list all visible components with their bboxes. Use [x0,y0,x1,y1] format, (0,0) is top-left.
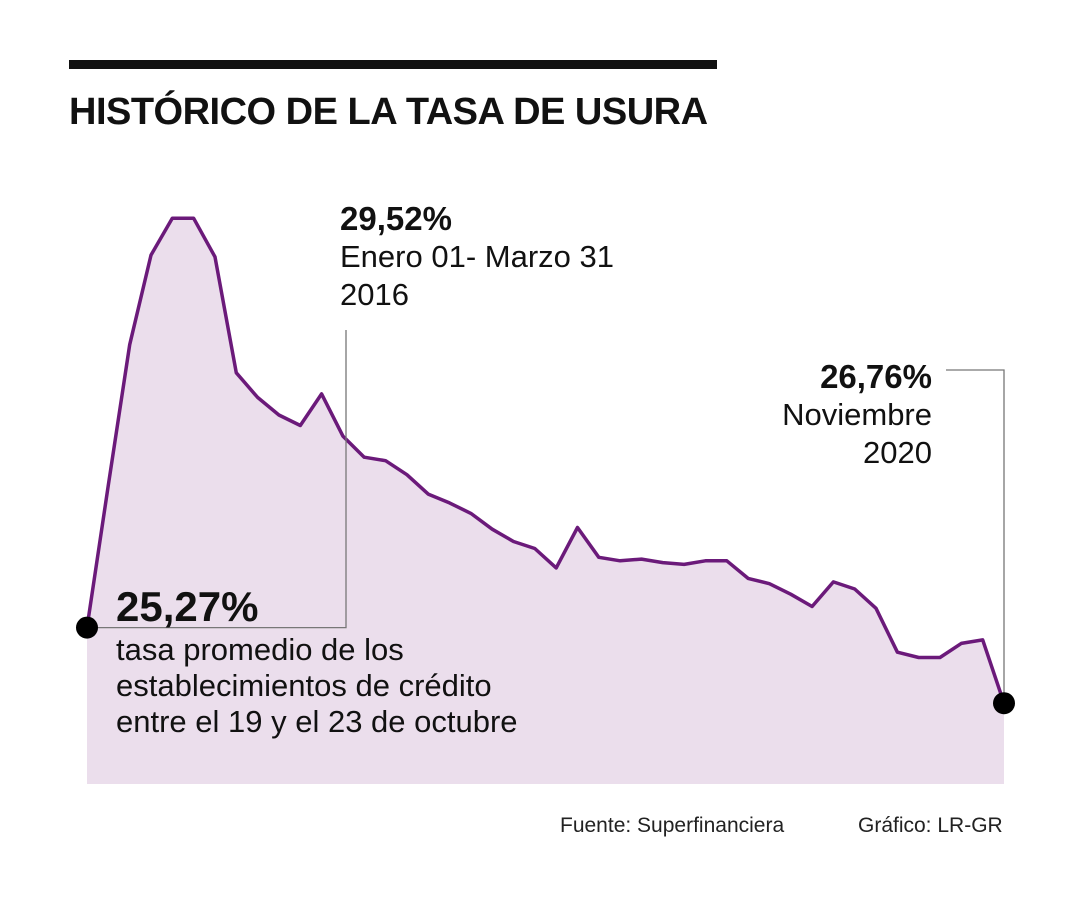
peak-leader-line [87,330,347,629]
last-month: Noviembre [782,397,932,432]
credit-note: Gráfico: LR-GR [858,814,1003,837]
average-desc-3: entre el 19 y el 23 de octubre [116,704,518,739]
peak-value: 29,52% [340,200,452,237]
series-line [85,216,1006,705]
area-fill [87,218,1004,784]
last-point-marker [993,692,1015,715]
plot-group [76,216,1015,784]
last-annotation: 26,76% Noviembre 2020 [782,358,932,472]
first-point-marker [76,616,98,639]
last-year: 2020 [863,435,932,470]
peak-year: 2016 [340,277,409,312]
last-value: 26,76% [820,358,932,395]
title-rule [69,60,717,69]
peak-period: Enero 01- Marzo 31 [340,239,614,274]
peak-annotation: 29,52% Enero 01- Marzo 31 2016 [340,200,614,314]
last-leader-line [946,369,1005,704]
average-desc-2: establecimientos de crédito [116,668,492,703]
average-value: 25,27% [116,583,259,630]
source-note: Fuente: Superfinanciera [560,814,785,837]
chart-title: HISTÓRICO DE LA TASA DE USURA [69,91,708,133]
average-annotation: 25,27% tasa promedio de los establecimie… [116,582,518,740]
average-desc-1: tasa promedio de los [116,632,404,667]
